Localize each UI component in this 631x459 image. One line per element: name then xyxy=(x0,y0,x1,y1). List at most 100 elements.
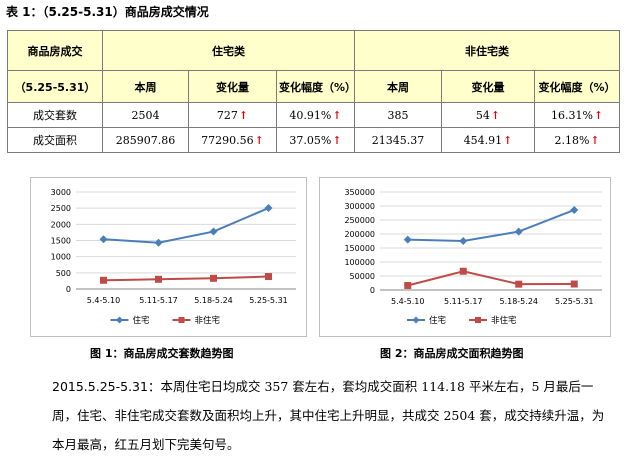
y-tick-label: 2500 xyxy=(51,204,71,213)
x-tick-label: 5.11-5.17 xyxy=(139,296,178,305)
x-tick-label: 5.25-5.31 xyxy=(555,297,594,306)
summary-paragraph: 2015.5.25-5.31：本周住宅日均成交 357 套左右，套均成交面积 1… xyxy=(52,372,612,459)
data-point xyxy=(210,274,217,282)
y-tick-label: 0 xyxy=(66,285,71,294)
chart-svg: 0 50000 100000 150000 200000 250000 300000 3500… xyxy=(344,188,602,326)
legend-marker xyxy=(475,317,481,323)
data-point xyxy=(100,276,107,284)
res-change-value: 77290.56 xyxy=(201,133,254,147)
res-pct-cell: 37.05%↑ xyxy=(275,127,356,153)
y-tick-label: 1500 xyxy=(51,237,71,246)
up-arrow-icon: ↑ xyxy=(332,133,342,147)
x-tick-label: 5.18-5.24 xyxy=(194,296,233,305)
data-point xyxy=(265,273,272,281)
res-pct-value: 40.91% xyxy=(289,108,332,122)
x-tick-label: 5.18-5.24 xyxy=(499,297,538,306)
data-point xyxy=(264,204,273,213)
chart-units-trend: 0 500 1000 1500 2000 2500 3000 5.4-5.10 5.11-5.1… xyxy=(30,177,307,337)
legend-marker xyxy=(116,316,123,324)
chart-svg: 0 500 1000 1500 2000 2500 3000 5.4-5.10 5.11-5.1… xyxy=(51,188,296,326)
non-week-cell: 21345.37 xyxy=(354,127,443,153)
non-change-cell: 54↑ xyxy=(441,102,536,128)
table-title: 表 1：（5.25-5.31）商品房成交情况 xyxy=(6,5,209,19)
up-arrow-icon: ↑ xyxy=(590,133,600,147)
data-point xyxy=(459,237,468,245)
chart-area-trend: 0 50000 100000 150000 200000 250000 300000 3500… xyxy=(319,177,611,337)
chart-caption-2: 图 2：商品房成交面积趋势图 xyxy=(380,347,524,360)
res-change-cell: 727↑ xyxy=(188,102,277,128)
data-point xyxy=(404,282,412,290)
up-arrow-icon: ↑ xyxy=(238,108,249,122)
legend-marker xyxy=(412,316,420,324)
x-tick-label: 5.11-5.17 xyxy=(444,297,483,306)
up-arrow-icon: ↑ xyxy=(503,133,513,147)
non-change-value: 454.91 xyxy=(463,133,503,147)
data-point xyxy=(403,235,412,244)
table-row: 成交套数 2504 727↑ 40.91%↑ 385 54↑ 16.31%↑ xyxy=(7,102,621,128)
legend-label: 住宅 xyxy=(133,315,150,326)
chart-caption-1: 图 1：商品房成交套数趋势图 xyxy=(90,347,234,360)
non-change-header: 变化量 xyxy=(441,70,536,103)
row-label: 成交面积 xyxy=(7,127,103,153)
non-pct-header: 变化幅度（%） xyxy=(534,70,621,103)
non-week-cell: 385 xyxy=(354,102,443,128)
res-pct-header: 变化幅度（%） xyxy=(275,70,356,103)
res-week-cell: 2504 xyxy=(102,102,189,128)
up-arrow-icon: ↑ xyxy=(332,108,342,122)
res-week-cell: 285907.86 xyxy=(102,127,189,153)
y-tick-label: 100000 xyxy=(344,258,375,267)
y-tick-label: 250000 xyxy=(344,216,375,225)
transaction-table: 商品房成交 住宅类 非住宅类 （5.25-5.31） 本周 变化量 变化幅度（%… xyxy=(7,30,621,153)
non-pct-value: 2.18% xyxy=(554,133,590,147)
y-tick-label: 3000 xyxy=(51,188,71,197)
data-point xyxy=(570,280,578,288)
up-arrow-icon: ↑ xyxy=(593,108,604,122)
nonresidential-group-header: 非住宅类 xyxy=(354,30,621,71)
series-line xyxy=(103,207,269,244)
non-change-value: 54 xyxy=(475,108,490,122)
series-line xyxy=(103,275,269,282)
up-arrow-icon: ↑ xyxy=(254,133,264,147)
legend-label: 非住宅 xyxy=(491,315,517,326)
data-point xyxy=(570,205,579,214)
y-tick-label: 350000 xyxy=(344,188,375,197)
y-tick-label: 0 xyxy=(370,286,375,295)
series-line xyxy=(407,209,575,243)
series-line xyxy=(407,270,575,287)
data-point xyxy=(99,235,108,244)
x-tick-label: 5.4-5.10 xyxy=(391,297,424,306)
res-week-header: 本周 xyxy=(102,70,189,103)
up-arrow-icon: ↑ xyxy=(490,108,501,122)
summary-text: ：本周住宅日均成交 357 套左右，套均成交面积 114.18 平米左右，5 月… xyxy=(52,379,605,452)
summary-lead: 2015.5.25-5.31 xyxy=(52,379,148,394)
non-pct-value: 16.31% xyxy=(550,108,593,122)
legend-label: 非住宅 xyxy=(195,315,221,326)
res-change-cell: 77290.56↑ xyxy=(188,127,277,153)
res-pct-value: 37.05% xyxy=(289,133,332,147)
table-row: 成交面积 285907.86 77290.56↑ 37.05%↑ 21345.3… xyxy=(7,127,621,153)
y-tick-label: 300000 xyxy=(344,202,375,211)
non-week-header: 本周 xyxy=(354,70,443,103)
period-header: （5.25-5.31） xyxy=(7,70,103,103)
res-change-header: 变化量 xyxy=(188,70,277,103)
residential-group-header: 住宅类 xyxy=(101,30,356,71)
data-point xyxy=(155,275,162,283)
data-point xyxy=(209,227,218,236)
legend-marker xyxy=(178,317,185,323)
y-tick-label: 200000 xyxy=(344,230,375,239)
y-tick-label: 2000 xyxy=(51,220,71,229)
corner-header: 商品房成交 xyxy=(7,30,103,71)
data-point xyxy=(154,238,163,247)
non-pct-cell: 16.31%↑ xyxy=(534,102,621,128)
res-pct-cell: 40.91%↑ xyxy=(275,102,356,128)
y-tick-label: 1000 xyxy=(51,253,71,262)
legend-label: 住宅 xyxy=(429,315,446,326)
data-point xyxy=(514,227,523,236)
y-tick-label: 150000 xyxy=(344,244,375,253)
data-point xyxy=(515,280,523,288)
x-tick-label: 5.25-5.31 xyxy=(249,296,288,305)
x-tick-label: 5.4-5.10 xyxy=(87,296,120,305)
non-change-cell: 454.91↑ xyxy=(441,127,536,153)
row-label: 成交套数 xyxy=(7,102,103,128)
y-tick-label: 500 xyxy=(56,269,71,278)
